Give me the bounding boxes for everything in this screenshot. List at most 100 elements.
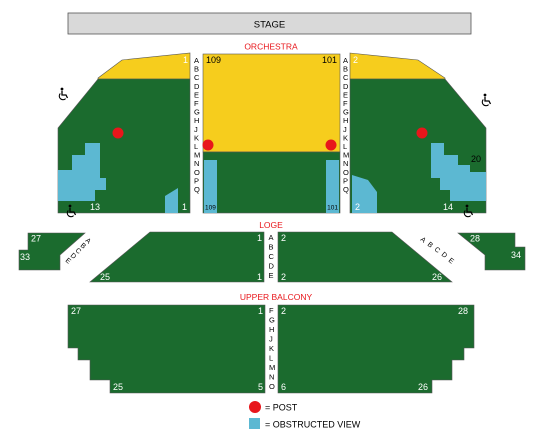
orchestra-right-obstructed-aisle[interactable] — [352, 175, 377, 213]
loge-row-letters: A B C D E — [269, 233, 275, 280]
seat-number: 109 — [205, 205, 216, 212]
row-label: C — [269, 252, 275, 261]
seat-number: 20 — [471, 154, 481, 164]
row-label: O — [343, 168, 349, 177]
seat-number: 101 — [327, 205, 338, 212]
row-label: M — [343, 151, 349, 160]
legend-post-swatch — [249, 401, 261, 413]
seat-number: 34 — [511, 250, 521, 260]
row-label: Q — [194, 185, 200, 194]
seat-number: 2 — [355, 202, 360, 212]
row-label: P — [194, 176, 199, 185]
upper-balcony-right[interactable] — [277, 304, 475, 394]
seat-number: 2 — [353, 55, 358, 65]
seat-number: 2 — [281, 306, 286, 316]
row-label: B — [343, 65, 348, 74]
post-marker — [416, 127, 428, 139]
row-label: C — [74, 247, 82, 256]
row-label: M — [269, 363, 275, 372]
seat-number: 13 — [90, 202, 100, 212]
upper-balcony-row-letters: F G H J K L M N O — [269, 306, 275, 391]
legend-obstructed-label: = OBSTRUCTED VIEW — [265, 420, 361, 430]
row-label: A — [343, 56, 348, 65]
row-label: E — [64, 257, 72, 266]
seat-number: 109 — [206, 55, 221, 65]
seat-number: 1 — [257, 233, 262, 243]
row-label: B — [269, 243, 274, 252]
seat-number: 2 — [281, 233, 286, 243]
row-label: D — [343, 82, 349, 91]
legend-obstructed-swatch — [249, 418, 260, 429]
orchestra-left-obstructed-aisle[interactable] — [165, 188, 178, 213]
seat-number: 5 — [258, 382, 263, 392]
seat-number: 2 — [281, 272, 286, 282]
row-label: M — [194, 151, 200, 160]
row-label: O — [269, 382, 275, 391]
row-label: H — [269, 325, 274, 334]
row-label: K — [343, 133, 348, 142]
row-label: J — [194, 125, 198, 134]
row-label: A — [419, 236, 427, 245]
seat-number: 101 — [322, 55, 337, 65]
row-label: B — [426, 241, 434, 250]
seat-number: 1 — [257, 272, 262, 282]
row-label: N — [343, 159, 348, 168]
row-label: G — [194, 108, 200, 117]
row-label: F — [194, 99, 199, 108]
orchestra-label: ORCHESTRA — [244, 42, 298, 52]
row-label: E — [343, 90, 348, 99]
orchestra-left-obstructed[interactable] — [58, 143, 106, 201]
row-label: D — [440, 251, 448, 260]
row-label: D — [69, 252, 77, 261]
stage — [67, 12, 472, 35]
wheelchair-icon — [463, 204, 474, 218]
row-label: N — [269, 373, 274, 382]
row-label: A — [194, 56, 199, 65]
row-label: C — [343, 73, 349, 82]
wheelchair-icon — [58, 87, 69, 101]
seat-number: 1 — [182, 202, 187, 212]
row-label: D — [269, 262, 275, 271]
stage-label: STAGE — [254, 20, 286, 31]
loge-left-wing[interactable] — [18, 232, 86, 271]
orchestra-center-yellow[interactable] — [202, 53, 341, 153]
seat-number: 27 — [71, 306, 81, 316]
loge-center-right[interactable] — [277, 231, 453, 283]
seat-number: 27 — [31, 234, 41, 244]
row-label: A — [269, 233, 274, 242]
orchestra-left-row-letters: A B C D E F G H J K L M N O P Q — [194, 56, 200, 194]
row-label: D — [194, 82, 200, 91]
post-marker — [325, 139, 337, 151]
row-label: E — [269, 271, 274, 280]
row-label: C — [433, 246, 441, 255]
loge-right-wing[interactable] — [457, 232, 526, 271]
orchestra-right-obstructed[interactable] — [431, 143, 486, 201]
legend: = POST = OBSTRUCTED VIEW — [249, 401, 361, 430]
loge-right-wing-row-letters: A B C D E — [419, 236, 455, 266]
orchestra-center-section[interactable] — [202, 151, 341, 214]
orchestra-center-obstructed-right[interactable] — [326, 160, 339, 213]
orchestra-right-yellow[interactable] — [349, 52, 446, 80]
row-label: E — [447, 257, 455, 266]
orchestra-left-yellow[interactable] — [97, 52, 191, 80]
row-label: A — [84, 237, 92, 246]
loge-label: LOGE — [259, 220, 283, 230]
seat-number: 1 — [183, 55, 188, 65]
orchestra-center-obstructed-left[interactable] — [204, 160, 217, 213]
loge-center-left[interactable] — [89, 231, 265, 283]
seat-number: 26 — [418, 382, 428, 392]
row-label: O — [194, 168, 200, 177]
row-label: G — [269, 316, 275, 325]
row-label: H — [343, 116, 348, 125]
upper-balcony-left[interactable] — [67, 304, 266, 394]
row-label: E — [194, 90, 199, 99]
row-label: N — [194, 159, 199, 168]
seat-number: 25 — [113, 382, 123, 392]
row-label: Q — [343, 185, 349, 194]
row-label: G — [343, 108, 349, 117]
row-label: B — [194, 65, 199, 74]
post-marker — [112, 127, 124, 139]
row-label: B — [79, 242, 87, 251]
row-label: H — [194, 116, 199, 125]
